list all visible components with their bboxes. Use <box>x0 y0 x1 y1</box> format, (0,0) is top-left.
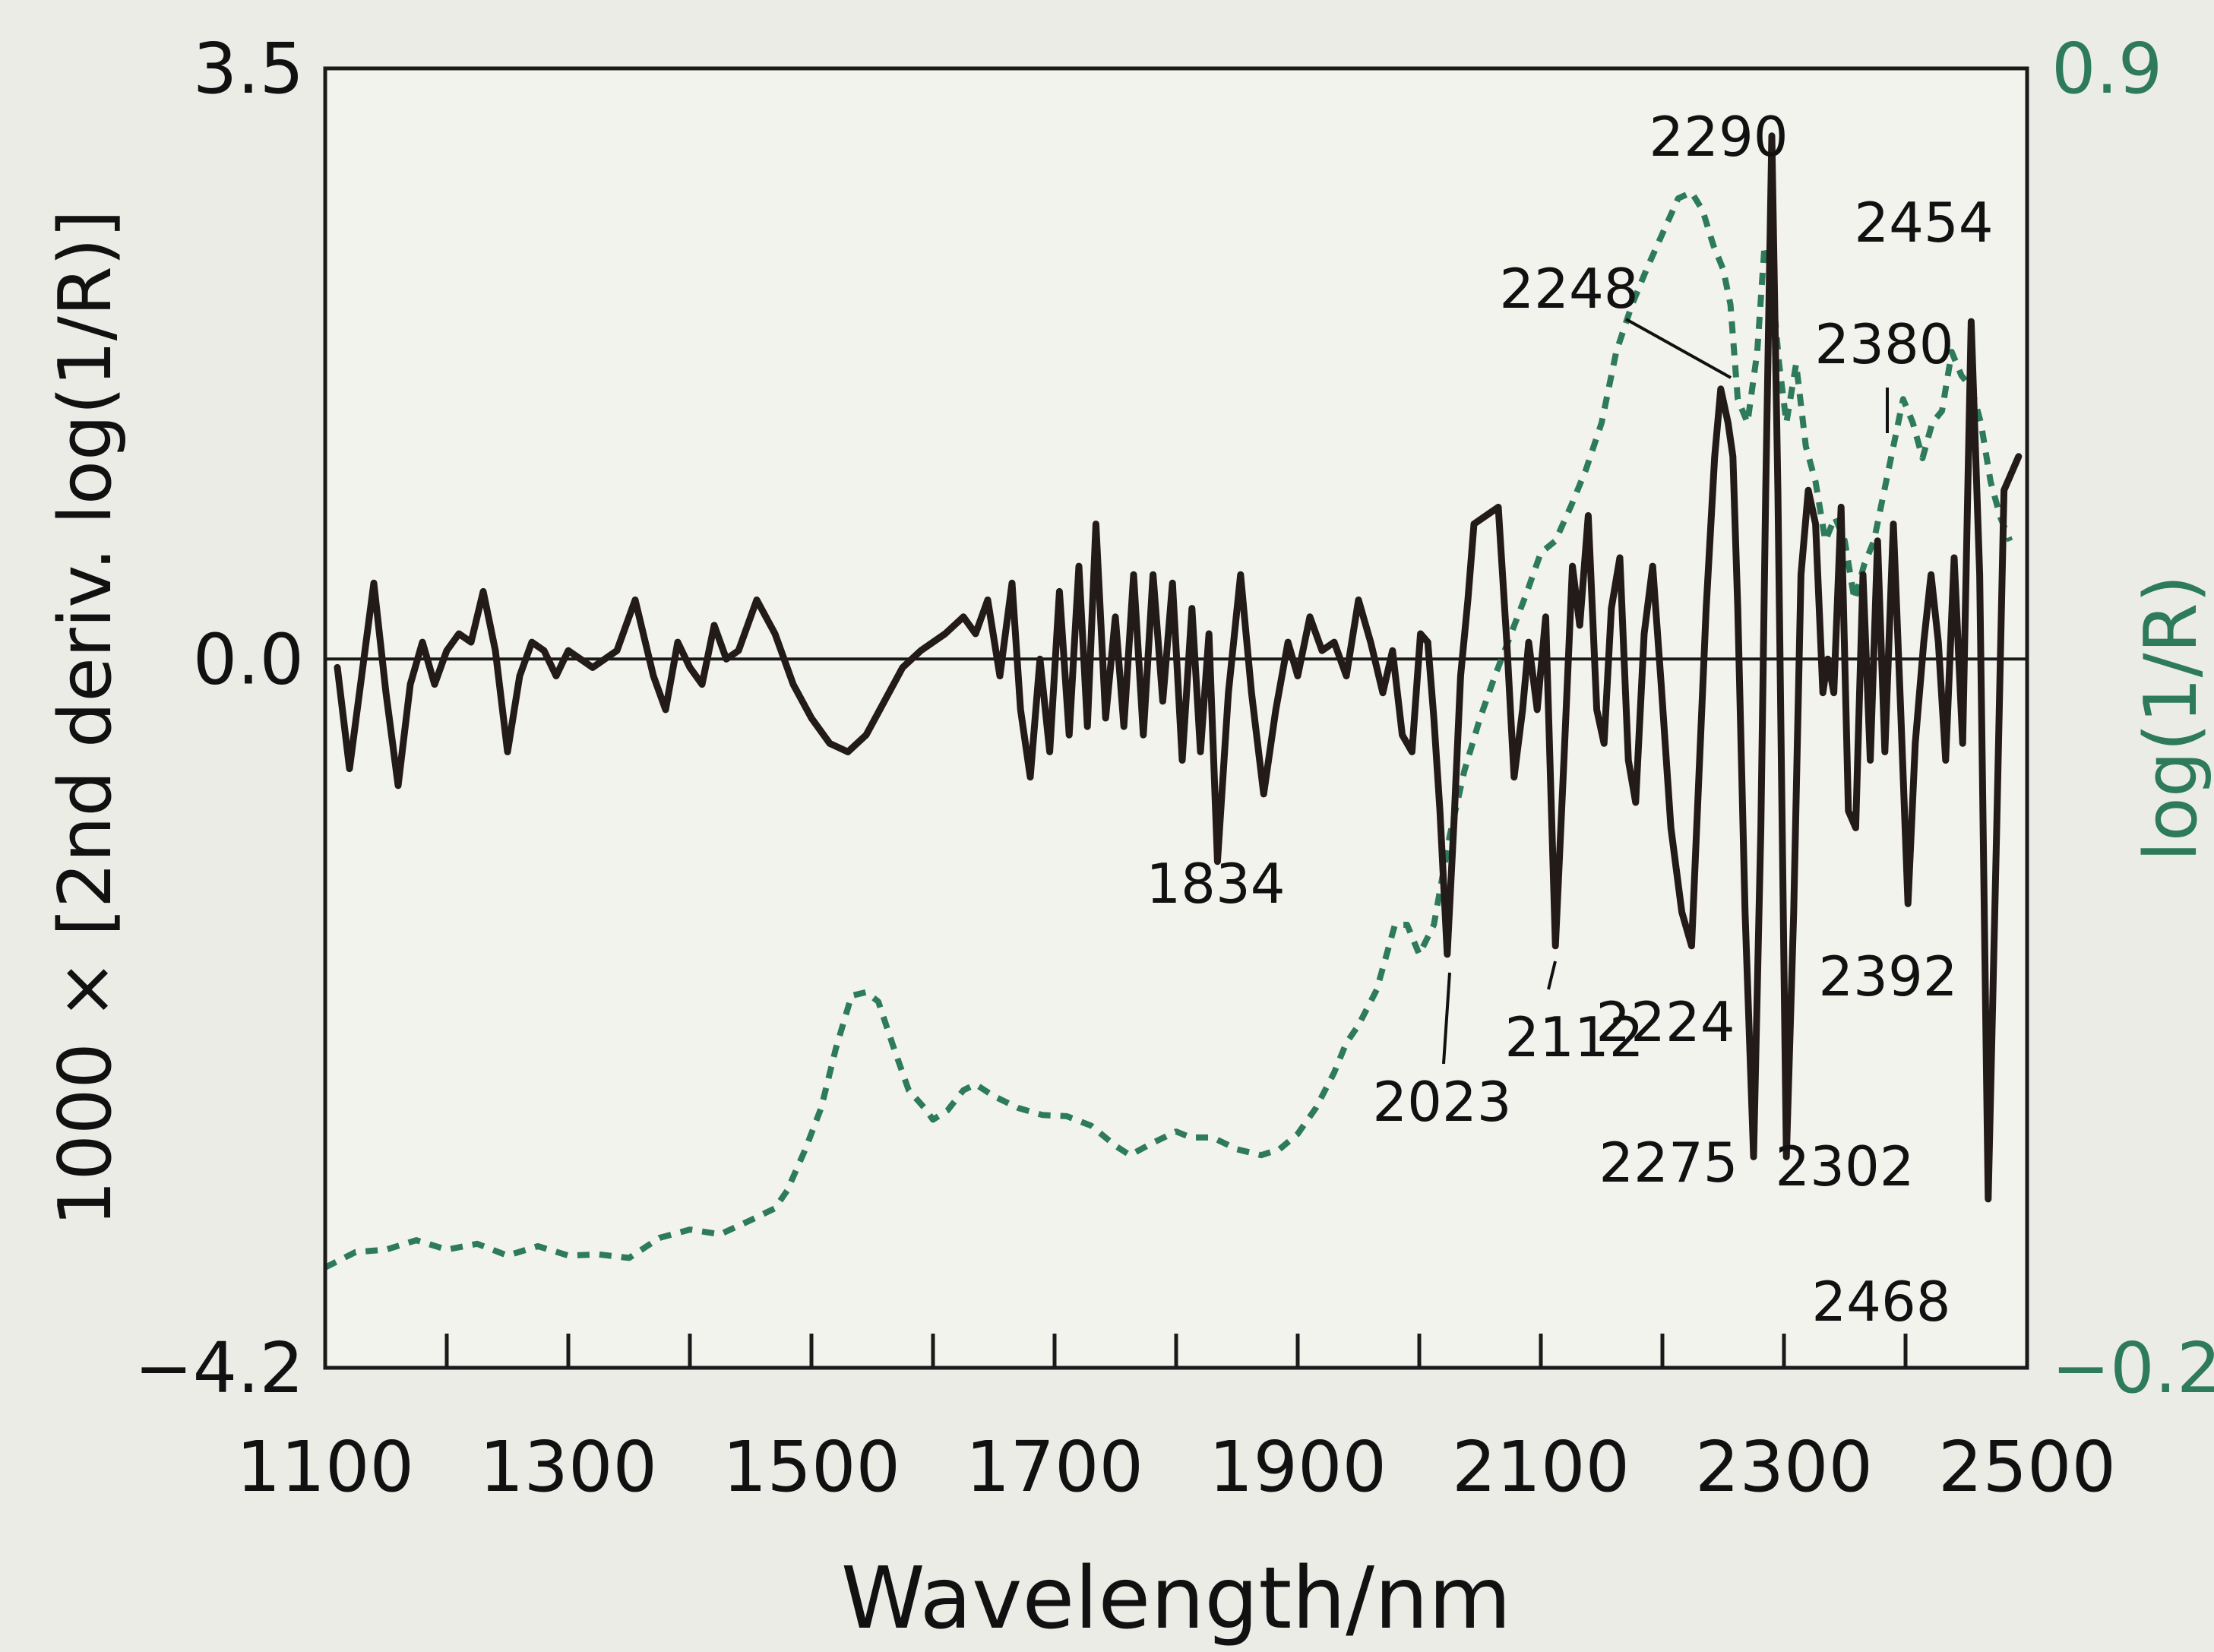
peak-leader-line <box>1442 972 1451 1065</box>
peak-label: 2454 <box>1854 191 1993 255</box>
peak-label: 2468 <box>1811 1270 1950 1334</box>
derivative-line <box>334 132 2023 1203</box>
left-axis-tick-labels: 3.5 0.0 −4.2 <box>134 28 304 1409</box>
peak-leader-line <box>1547 961 1557 990</box>
peak-label: 2380 <box>1814 312 1953 376</box>
x-tick-label: 1100 <box>236 1426 414 1508</box>
peak-label: 1834 <box>1146 852 1285 916</box>
y-right-tick-label: −0.2 <box>2051 1328 2214 1409</box>
x-tick-label: 1500 <box>723 1426 900 1508</box>
y-left-tick-label: −4.2 <box>134 1328 304 1409</box>
peak-leader-line <box>1625 318 1732 379</box>
y-right-tick-label: 0.9 <box>2051 28 2162 109</box>
right-axis-tick-labels: 0.9 −0.2 <box>2051 28 2214 1409</box>
absorbance-line <box>324 189 2013 1271</box>
left-axis-label: 1000 × [2nd deriv. log(1/R)] <box>44 210 128 1226</box>
y-left-tick-label: 0.0 <box>193 619 304 700</box>
x-tick-label: 2300 <box>1695 1426 1873 1508</box>
x-tick-label: 1700 <box>966 1426 1143 1508</box>
derivative-series-group <box>334 132 2023 1203</box>
x-tick-label: 1300 <box>479 1426 657 1508</box>
x-axis-label: Wavelength/nm <box>841 1549 1511 1648</box>
peak-label: 2290 <box>1649 105 1788 169</box>
peak-label: 2392 <box>1818 945 1957 1008</box>
peak-label: 2023 <box>1372 1070 1511 1134</box>
x-tick-label: 2500 <box>1938 1426 2116 1508</box>
y-left-tick-label: 3.5 <box>193 28 304 109</box>
x-tick-label: 2100 <box>1452 1426 1630 1508</box>
peak-label: 2275 <box>1599 1131 1738 1195</box>
peak-label: 2112 <box>1504 1005 1643 1069</box>
x-axis-ticks: 1100 1300 1500 1700 1900 2100 2300 2500 <box>236 1334 2116 1508</box>
absorbance-series-group <box>324 189 2013 1271</box>
peak-label: 2302 <box>1775 1135 1914 1198</box>
right-axis-label: log(1/R) <box>2130 574 2213 861</box>
x-tick-label: 1900 <box>1209 1426 1387 1508</box>
peak-label: 2248 <box>1499 257 1638 321</box>
peak-label: 2224 <box>1596 990 1735 1054</box>
